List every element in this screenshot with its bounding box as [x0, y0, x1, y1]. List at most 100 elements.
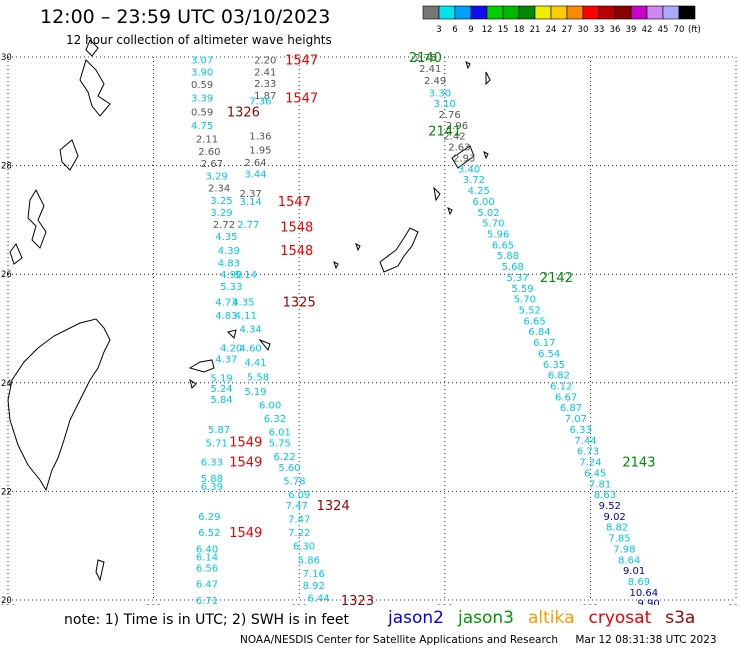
- legend-tick-label: 30: [578, 25, 589, 35]
- wave-height-value: 6.35: [543, 360, 565, 371]
- lat-tick-label: 24: [1, 379, 12, 389]
- lon-tick-label: 120: [0, 604, 16, 605]
- wave-height-value: 6.09: [288, 490, 310, 501]
- wave-height-value: 2.49: [424, 76, 446, 87]
- wave-height-value: 3.14: [240, 197, 262, 208]
- wave-height-value: 3.29: [210, 208, 232, 219]
- legend-tick-label: 39: [626, 25, 637, 35]
- wave-height-value: 5.37: [506, 273, 528, 284]
- wave-height-value: 5.70: [514, 295, 536, 306]
- wave-height-map: 3.073.900.593.390.594.752.112.602.673.29…: [0, 39, 740, 605]
- wave-height-value: 6.00: [472, 197, 494, 208]
- wave-height-value: 4.83: [215, 311, 237, 322]
- wave-height-value: 4.39: [218, 246, 240, 257]
- wave-height-value: 6.30: [293, 542, 315, 553]
- pass-time-label: 1326: [227, 105, 260, 120]
- wave-height-value: 5.52: [519, 305, 541, 316]
- wave-height-value: 5.19: [210, 373, 232, 384]
- wave-height-value: 5.14: [235, 270, 257, 281]
- lat-lon-grid: [7, 56, 737, 601]
- pass-time-label: 1325: [283, 295, 316, 310]
- pass-time-label: 2142: [540, 271, 573, 286]
- wave-height-value: 6.33: [570, 425, 592, 436]
- wave-height-value: 5.84: [210, 395, 232, 406]
- wave-height-value: 2.72: [213, 220, 235, 231]
- wave-height-value: 5.87: [208, 425, 230, 436]
- map-title: 12:00 – 23:59 UTC 03/10/2023: [40, 6, 331, 28]
- wave-height-value: 6.00: [259, 401, 281, 412]
- wave-height-value: 1.87: [254, 91, 276, 102]
- wave-height-value: 5.86: [298, 555, 320, 566]
- okinawa-island: [379, 227, 419, 273]
- wave-height-value: 5.78: [283, 477, 305, 488]
- legend-tick-label: 42: [642, 25, 653, 35]
- wave-height-value: 2.96: [446, 121, 468, 132]
- coastlines: [7, 39, 491, 582]
- wave-height-value: 2.42: [443, 132, 465, 143]
- wave-height-value: 6.73: [577, 447, 599, 458]
- wave-height-labels: 3.073.900.593.390.594.752.112.602.673.29…: [191, 53, 660, 605]
- wave-height-value: 5.59: [511, 284, 533, 295]
- wave-height-value: 7.36: [249, 96, 271, 107]
- wave-height-value: 10.64: [629, 588, 658, 599]
- wave-height-value: 4.25: [468, 186, 490, 197]
- pass-time-label: 1549: [229, 435, 262, 450]
- wave-height-value: 9.52: [599, 501, 621, 512]
- wave-height-value: 7.98: [613, 544, 635, 555]
- wave-height-value: 5.02: [477, 208, 499, 219]
- satellite-jason2: jason2: [388, 608, 444, 628]
- lat-tick-label: 30: [1, 53, 12, 63]
- wave-height-value: 6.87: [560, 403, 582, 414]
- wave-height-value: 5.75: [269, 439, 291, 450]
- wave-height-value: 2.75: [414, 53, 436, 64]
- wave-height-value: 2.37: [240, 189, 262, 200]
- pass-time-label: 1549: [229, 456, 262, 471]
- wave-height-value: 7.07: [565, 414, 587, 425]
- wave-height-legend: 3 6 9 12 15 18 21 24 27 30 33 36 39 42 45 70 (ft): [422, 5, 701, 35]
- wave-height-value: 5.60: [278, 463, 300, 474]
- wave-height-value: 3.39: [191, 94, 213, 105]
- wave-height-value: 6.65: [492, 240, 514, 251]
- pass-time-label: 1549: [229, 526, 262, 541]
- wave-height-value: 8.82: [606, 523, 628, 534]
- legend-tick-label: 9: [468, 25, 473, 35]
- wave-height-value: 6.52: [198, 528, 220, 539]
- wave-height-value: 1.95: [249, 145, 271, 156]
- wave-height-value: 7.16: [303, 569, 325, 580]
- wave-height-value: 4.37: [215, 354, 237, 365]
- wave-height-value: 1.36: [249, 132, 271, 143]
- legend-tick-label: 33: [594, 25, 605, 35]
- wave-height-value: 3.72: [463, 175, 485, 186]
- taiwan-island: [7, 318, 111, 492]
- pass-time-labels: 1547 1547 1326 1547 1548 1548 1325 1549 1549 1549…: [227, 51, 656, 605]
- wave-height-value: 4.20: [220, 344, 242, 355]
- map-subtitle: 12 hour collection of altimeter wave hei…: [66, 33, 332, 47]
- lon-tick-label: 129: [437, 604, 453, 605]
- wave-height-value: 5.33: [220, 282, 242, 293]
- amami-island: [451, 145, 475, 169]
- wave-height-value: 2.63: [448, 143, 470, 154]
- wave-height-value: 4.34: [240, 325, 262, 336]
- wave-height-value: 2.93: [453, 153, 475, 164]
- wave-height-value: 4.11: [235, 311, 257, 322]
- china-coast: [9, 39, 111, 265]
- wave-height-value: 5.70: [482, 219, 504, 230]
- legend-tick-label: 36: [610, 25, 621, 35]
- wave-height-value: 5.96: [487, 229, 509, 240]
- wave-height-value: 2.60: [198, 147, 220, 158]
- wave-height-value: 7.24: [579, 458, 601, 469]
- wave-height-value: 3.25: [210, 196, 232, 207]
- wave-height-value: 6.65: [523, 316, 545, 327]
- wave-height-value: 6.40: [196, 544, 218, 555]
- wave-height-value: 6.29: [198, 512, 220, 523]
- legend-tick-label: 70: [674, 25, 685, 35]
- wave-height-value: 4.35: [232, 297, 254, 308]
- credit-footer: NOAA/NESDIS Center for Satellite Applica…: [240, 634, 717, 646]
- yaeyama-islands: [95, 329, 271, 582]
- wave-height-value: 4.90: [220, 270, 242, 281]
- wave-height-value: 2.77: [237, 220, 259, 231]
- wave-height-value: 6.44: [307, 593, 329, 604]
- wave-height-value: 8.69: [628, 577, 650, 588]
- lat-tick-label: 22: [1, 487, 12, 497]
- pass-time-label: 1323: [341, 594, 374, 605]
